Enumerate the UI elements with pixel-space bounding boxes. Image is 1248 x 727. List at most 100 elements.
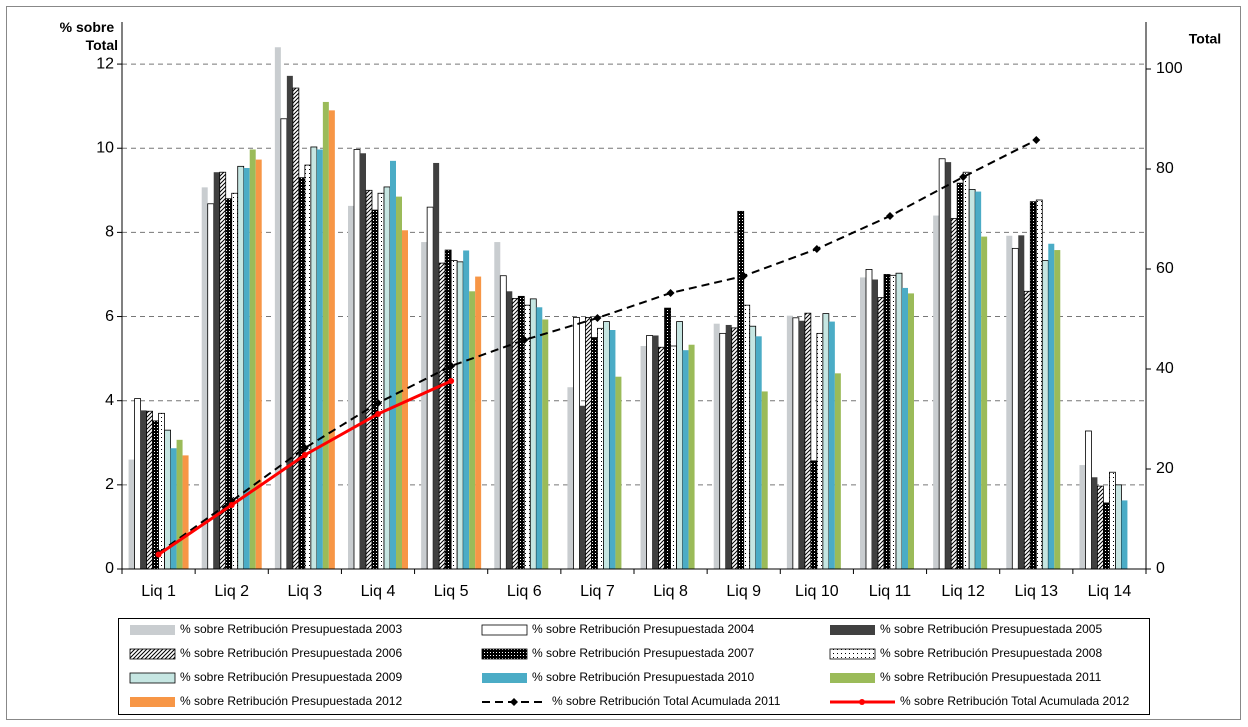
legend-swatch xyxy=(830,625,875,635)
x-tick-label: Liq 4 xyxy=(361,583,396,600)
marker xyxy=(447,362,456,370)
bar xyxy=(213,172,220,570)
legend-label: % sobre Retribución Presupuestada 2011 xyxy=(880,670,1102,684)
marker xyxy=(812,245,821,253)
bar xyxy=(280,118,288,570)
bar xyxy=(298,177,306,570)
x-tick-label: Liq 14 xyxy=(1088,583,1132,600)
bar xyxy=(328,110,335,569)
bar xyxy=(304,164,312,570)
bar xyxy=(1079,465,1086,569)
bar xyxy=(292,87,300,570)
bar xyxy=(523,304,531,570)
bar xyxy=(1041,260,1049,570)
bar xyxy=(456,261,464,570)
bar xyxy=(182,455,189,569)
bar xyxy=(737,210,745,570)
x-tick-label: Liq 6 xyxy=(507,583,542,600)
legend-swatch xyxy=(130,625,175,635)
bar xyxy=(377,192,385,570)
bar xyxy=(1048,243,1055,569)
bar xyxy=(713,323,720,569)
bar xyxy=(286,75,293,569)
y-tick-label: 2 xyxy=(105,476,114,493)
bar xyxy=(1103,502,1110,570)
bar xyxy=(1091,477,1098,569)
legend-label: % sobre Retribución Total Acumulada 2012 xyxy=(900,694,1130,708)
bar xyxy=(1029,201,1037,570)
bar xyxy=(573,316,580,570)
legend-swatch xyxy=(482,673,527,683)
bar xyxy=(975,191,982,569)
bar xyxy=(1121,500,1128,569)
bar xyxy=(755,336,762,569)
bar xyxy=(883,274,891,570)
marker xyxy=(448,378,455,384)
bar xyxy=(688,344,695,569)
marker xyxy=(300,444,309,452)
y2-tick-label: 80 xyxy=(1156,160,1174,177)
bar xyxy=(1018,235,1025,569)
y2-tick-label: 0 xyxy=(1156,560,1165,577)
bar xyxy=(360,153,366,569)
bar xyxy=(529,298,537,570)
bar xyxy=(981,236,988,570)
bar xyxy=(348,205,354,569)
x-tick-label: Liq 11 xyxy=(869,583,912,600)
bar xyxy=(682,350,689,569)
x-tick-label: Liq 12 xyxy=(941,583,985,600)
legend-swatch xyxy=(481,624,528,636)
x-tick-label: Liq 13 xyxy=(1014,583,1058,600)
bar xyxy=(652,335,659,569)
y-tick-label: 4 xyxy=(105,392,114,409)
bar xyxy=(542,319,549,569)
bar xyxy=(646,335,653,570)
x-tick-label: Liq 1 xyxy=(141,583,176,600)
bar xyxy=(134,398,141,570)
bar xyxy=(902,287,908,569)
y-tick-label: 8 xyxy=(105,224,114,241)
bar xyxy=(950,218,958,570)
marker xyxy=(666,289,675,297)
bar xyxy=(438,262,446,570)
bar xyxy=(176,439,183,569)
legend-label: % sobre Retribución Presupuestada 2003 xyxy=(180,622,402,636)
bar xyxy=(731,327,739,570)
legend-marker xyxy=(510,698,518,706)
legend-swatch xyxy=(829,648,876,660)
bar xyxy=(463,250,470,569)
bar xyxy=(201,187,208,569)
bar xyxy=(506,291,513,569)
legend-swatch xyxy=(481,648,528,660)
marker xyxy=(593,314,602,322)
bar xyxy=(834,373,841,569)
frame xyxy=(6,6,1241,720)
y2-tick-label: 40 xyxy=(1156,360,1174,377)
legend-label: % sobre Retribución Presupuestada 2012 xyxy=(180,694,402,708)
bar xyxy=(499,275,507,570)
bar xyxy=(536,307,543,569)
marker xyxy=(886,212,894,220)
bar xyxy=(804,312,812,570)
bar xyxy=(872,279,878,569)
y-tick-label: 12 xyxy=(96,55,114,72)
marker xyxy=(301,452,308,458)
bar xyxy=(798,320,805,569)
marker xyxy=(959,173,968,181)
bar xyxy=(786,315,793,569)
bar xyxy=(792,317,800,570)
marker xyxy=(739,272,748,280)
bar xyxy=(140,410,147,569)
bar xyxy=(908,293,914,569)
bar xyxy=(1085,430,1092,570)
legend-label: % sobre Retribución Presupuestada 2009 xyxy=(180,670,402,684)
x-tick-label: Liq 5 xyxy=(434,583,469,600)
bar xyxy=(494,242,501,569)
legend-label: % sobre Retribución Total Acumulada 2011 xyxy=(552,694,781,708)
bar xyxy=(322,101,329,569)
bar xyxy=(128,459,135,569)
legend-swatch xyxy=(130,697,175,707)
bar xyxy=(469,291,476,569)
bar xyxy=(725,324,732,569)
